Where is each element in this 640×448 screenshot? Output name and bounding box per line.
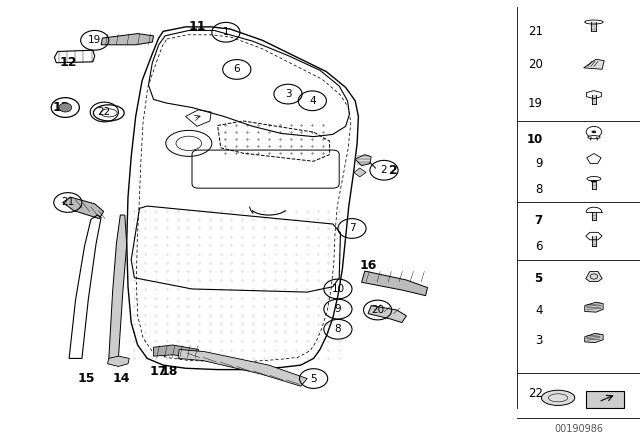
Polygon shape — [362, 271, 428, 296]
Text: 14: 14 — [113, 372, 131, 385]
Text: 2: 2 — [381, 165, 387, 175]
Text: 21: 21 — [528, 25, 543, 38]
Ellipse shape — [541, 390, 575, 405]
Polygon shape — [586, 90, 602, 99]
Text: 4: 4 — [309, 96, 316, 106]
Polygon shape — [585, 302, 603, 312]
Text: 17: 17 — [149, 365, 167, 379]
Text: 22: 22 — [98, 107, 111, 117]
Text: 10: 10 — [332, 284, 344, 294]
Text: 9: 9 — [535, 157, 543, 170]
Text: 10: 10 — [527, 133, 543, 146]
Text: 7: 7 — [349, 224, 355, 233]
Text: 19: 19 — [88, 35, 101, 45]
Text: 20: 20 — [371, 305, 384, 315]
Text: 19: 19 — [528, 97, 543, 111]
Text: 00190986: 00190986 — [555, 424, 604, 434]
Polygon shape — [63, 197, 104, 219]
Text: 8: 8 — [535, 182, 543, 196]
Polygon shape — [108, 356, 129, 366]
Polygon shape — [101, 34, 154, 45]
Text: 9: 9 — [335, 304, 341, 314]
Circle shape — [59, 103, 72, 112]
Text: 4: 4 — [535, 303, 543, 317]
Text: 20: 20 — [528, 58, 543, 72]
Polygon shape — [178, 349, 307, 386]
Polygon shape — [585, 333, 603, 343]
Ellipse shape — [585, 20, 603, 24]
Text: 3: 3 — [285, 89, 291, 99]
Ellipse shape — [587, 177, 601, 181]
Text: 2: 2 — [389, 164, 398, 177]
Text: 13: 13 — [52, 101, 70, 114]
Polygon shape — [109, 215, 127, 358]
Text: 5: 5 — [310, 374, 317, 383]
Text: 7: 7 — [534, 214, 543, 227]
Text: 11: 11 — [188, 20, 206, 34]
Text: 3: 3 — [535, 334, 543, 347]
Ellipse shape — [592, 131, 596, 133]
Polygon shape — [586, 233, 602, 240]
Text: 6: 6 — [535, 240, 543, 253]
Polygon shape — [355, 155, 371, 166]
Text: 21: 21 — [61, 198, 74, 207]
Text: 18: 18 — [161, 365, 179, 379]
Text: 1: 1 — [223, 27, 229, 37]
Ellipse shape — [588, 136, 600, 139]
Text: 6: 6 — [234, 65, 240, 74]
Polygon shape — [354, 168, 366, 177]
Text: 12: 12 — [60, 56, 77, 69]
Text: 8: 8 — [335, 324, 341, 334]
Text: 15: 15 — [77, 372, 95, 385]
Polygon shape — [586, 271, 602, 281]
FancyBboxPatch shape — [586, 391, 624, 408]
Text: 16: 16 — [359, 258, 377, 272]
Polygon shape — [584, 59, 604, 69]
Polygon shape — [154, 345, 198, 358]
Polygon shape — [368, 306, 406, 323]
Ellipse shape — [591, 180, 597, 182]
Text: 22: 22 — [528, 387, 543, 400]
Text: 5: 5 — [534, 272, 543, 285]
